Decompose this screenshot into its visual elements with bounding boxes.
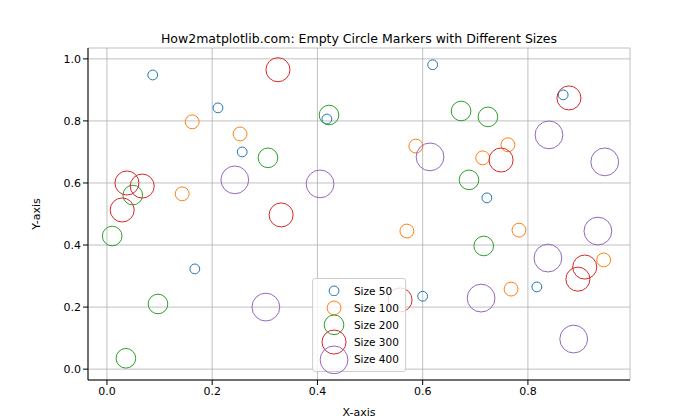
html-text:Size 200: Size 200 <box>353 319 399 331</box>
html-text:Size 100: Size 100 <box>353 301 399 314</box>
svg-text:X-axis: X-axis <box>343 406 376 419</box>
svg-text:0.8: 0.8 <box>64 115 82 128</box>
svg-text:0.6: 0.6 <box>414 385 432 398</box>
svg-text:0.6: 0.6 <box>64 177 82 190</box>
svg-text:Y-axis: Y-axis <box>30 198 43 231</box>
html-text:Size 400: Size 400 <box>353 353 399 366</box>
svg-text:0.2: 0.2 <box>64 301 82 314</box>
svg-text:0.4: 0.4 <box>309 385 327 398</box>
html-text:How2matplotlib.com: Empty Circ: How2matplotlib.com: Empty Circle Markers… <box>160 31 558 46</box>
svg-text:0.0: 0.0 <box>98 385 116 398</box>
svg-text:0.8: 0.8 <box>519 385 537 398</box>
html-text:Size 300: Size 300 <box>353 336 399 349</box>
svg-text:0.0: 0.0 <box>64 363 82 376</box>
svg-text:0.4: 0.4 <box>64 239 82 252</box>
svg-text:1.0: 1.0 <box>64 53 82 66</box>
svg-text:0.2: 0.2 <box>203 385 221 398</box>
html-text:Size 50: Size 50 <box>353 284 393 297</box>
